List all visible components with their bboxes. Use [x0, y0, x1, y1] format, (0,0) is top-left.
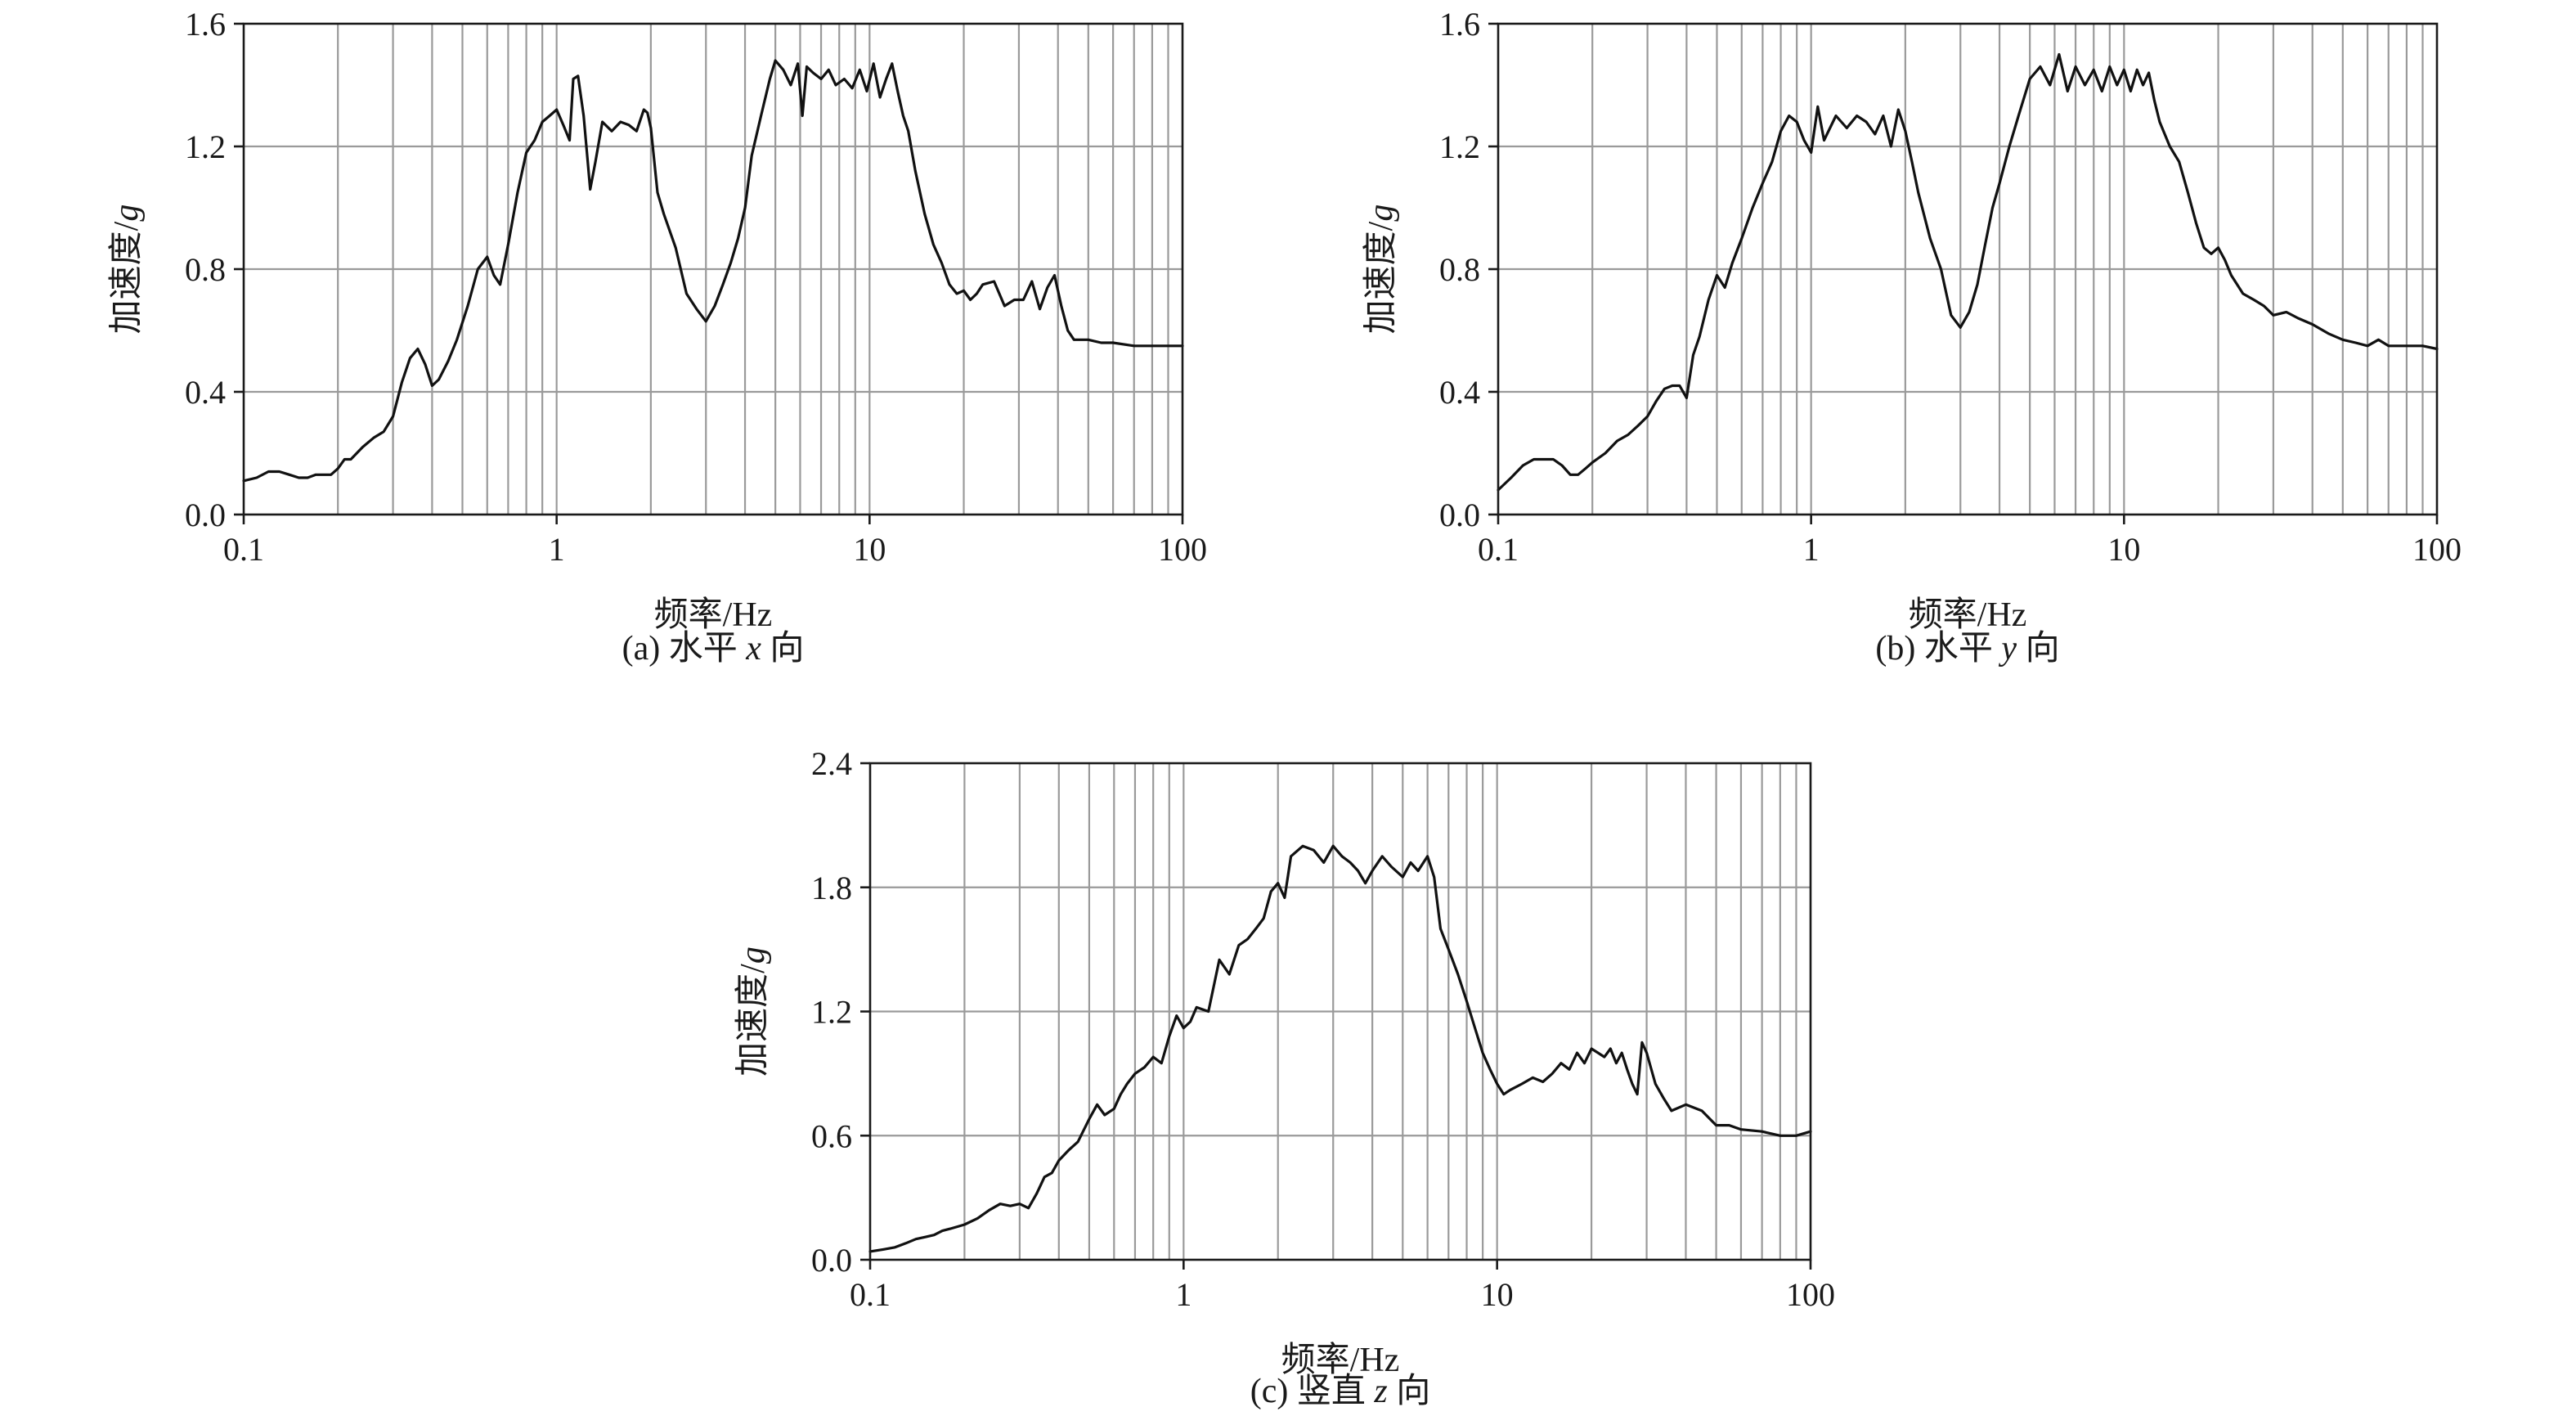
x-tick-label: 1: [1803, 531, 1820, 568]
caption-label: (b): [1875, 630, 1923, 668]
x-axis-title: 频率/Hz: [654, 596, 773, 634]
y-tick-label: 0.0: [185, 497, 226, 533]
y-tick-label: 0.8: [1439, 251, 1480, 288]
y-tick-label: 0.8: [185, 251, 226, 288]
x-axis-title: 频率/Hz: [1909, 596, 2027, 634]
panel-b: 0.0 0.4 0.8 1.2 1.6 0.1 1 10 100 频率/Hz 加速度/g (b) 水平…: [1362, 6, 2462, 668]
x-tick-label: 1: [1175, 1276, 1192, 1313]
x-tick-label: 100: [2412, 531, 2462, 568]
y-tick-label: 0.4: [1439, 374, 1480, 411]
series-line: [868, 844, 1812, 1253]
y-tick-label: 1.6: [1439, 6, 1480, 43]
caption-suffix: 向: [1388, 1373, 1431, 1410]
y-axis-title: 加速度/g: [108, 205, 146, 335]
series-line: [242, 59, 1184, 483]
y-tick-label: 1.2: [811, 994, 852, 1031]
y-tick-label: 1.2: [185, 128, 226, 165]
y-tick-label: 2.4: [811, 745, 852, 782]
y-axis-title-text: 加速度/: [1362, 221, 1400, 334]
caption-variable: z: [1373, 1373, 1387, 1410]
y-tick-label: 0.6: [811, 1117, 852, 1154]
y-axis-title-unit: g: [734, 946, 772, 964]
y-axis-title: 加速度/g: [1362, 205, 1400, 335]
caption-suffix: 向: [761, 630, 805, 668]
y-tick-label: 1.2: [1439, 128, 1480, 165]
caption-suffix: 向: [2017, 630, 2060, 668]
y-tick-label: 0.0: [1439, 497, 1480, 533]
y-axis-title: 加速度/g: [734, 946, 772, 1077]
caption-label: (a): [622, 630, 669, 668]
y-tick-label: 0.4: [185, 374, 226, 411]
y-axis-title-text: 加速度/: [734, 964, 772, 1077]
caption-variable: x: [745, 630, 761, 668]
y-axis-title-unit: g: [1362, 205, 1400, 222]
x-tick-label: 10: [853, 531, 886, 568]
x-tick-label: 1: [549, 531, 565, 568]
panel-a: 0.0 0.4 0.8 1.2 1.6 0.1 1 10 100 频率/Hz 加速度/g (a) 水平…: [108, 6, 1207, 668]
caption-text: 水平: [669, 630, 747, 668]
x-axis-title: 频率/Hz: [1281, 1341, 1400, 1379]
x-tick-label: 100: [1158, 531, 1207, 568]
panel-caption: (b) 水平 y 向: [1875, 630, 2059, 668]
panel-caption: (c) 竖直 z 向: [1250, 1373, 1431, 1410]
panel-c: 0.0 0.6 1.2 1.8 2.4 0.1 1 10 100 频率/Hz 加速度/g (c) 竖直…: [734, 745, 1835, 1410]
x-tick-label: 0.1: [223, 531, 264, 568]
x-tick-label: 10: [2107, 531, 2140, 568]
y-tick-label: 1.8: [811, 870, 852, 906]
y-axis-title-text: 加速度/: [108, 221, 146, 334]
y-axis-title-unit: g: [108, 205, 146, 222]
x-tick-label: 0.1: [1478, 531, 1519, 568]
x-tick-label: 100: [1786, 1276, 1835, 1313]
caption-text: 竖直: [1297, 1373, 1375, 1410]
x-tick-label: 0.1: [850, 1276, 891, 1313]
caption-variable: y: [1998, 630, 2017, 668]
y-tick-label: 1.6: [185, 6, 226, 43]
y-tick-label: 0.0: [811, 1242, 852, 1279]
series-line: [1497, 52, 2439, 492]
x-tick-label: 10: [1481, 1276, 1514, 1313]
caption-text: 水平: [1924, 630, 2002, 668]
panel-caption: (a) 水平 x 向: [622, 630, 805, 668]
caption-label: (c): [1250, 1373, 1297, 1410]
